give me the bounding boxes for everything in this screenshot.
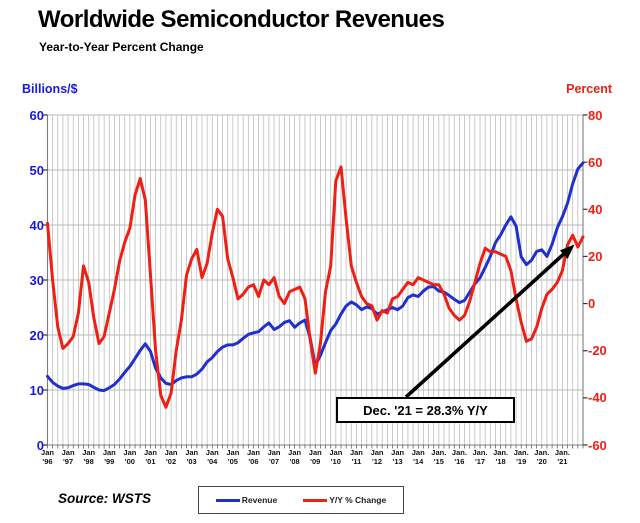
x-axis-tick-label: Jan. '15 [431,448,447,466]
left-axis-tick-label: 30 [29,272,44,288]
right-axis-tick-label: -60 [588,437,607,453]
yoy-change-line [46,165,585,409]
right-axis-unit-label: Percent [566,82,612,96]
left-axis-tick-label: 40 [29,217,44,233]
x-axis-tick-label: Jan '03 [185,448,199,466]
x-axis-tick-label: Jan '97 [61,448,75,466]
left-axis-tick-label: 60 [29,107,44,123]
x-axis-tick-label: Jan '08 [288,448,302,466]
x-axis-tick-label: Jan '10 [329,448,343,466]
left-axis-unit-label: Billions/$ [22,82,78,96]
x-axis-tick-label: Jan '14 [411,448,425,466]
x-axis-tick-label: Jan '12 [370,448,384,466]
source-credit: Source: WSTS [58,491,152,506]
x-axis-tick-label: Jan '99 [102,448,116,466]
annotation-arrow-line [404,250,568,399]
revenue-line-swatch [215,498,240,502]
x-axis-tick-label: Jan '09 [308,448,322,466]
right-axis-tick-label: -20 [588,343,607,359]
yoy-line-swatch [303,498,328,502]
x-axis-tick-label: Jan. '17 [472,448,488,466]
x-axis-tick-label: Jan '01 [144,448,157,466]
x-axis-tick-label: Jan. '16 [451,448,467,466]
chart-subtitle: Year-to-Year Percent Change [39,40,204,54]
legend-box: Revenue Y/Y % Change [198,486,404,514]
right-axis-tick-label: 0 [588,296,596,312]
right-axis-tick-label: 60 [588,154,603,170]
x-axis-tick-label: Jan. '21 [554,448,570,466]
left-axis-tick-label: 0 [36,437,44,453]
x-axis-tick-label: Jan '04 [205,448,219,466]
x-axis-tick-label: Jan. '20 [534,448,550,466]
left-axis-tick-label: 50 [29,162,44,178]
annotation-arrowhead [559,244,575,259]
legend-item-yoy: Y/Y % Change [303,495,386,505]
left-axis-tick-label: 10 [29,382,44,398]
x-axis-tick-label: Jan '02 [164,448,178,466]
legend-item-revenue: Revenue [215,495,278,505]
x-axis-tick-label: Jan. '18 [493,448,509,466]
right-axis-tick-label: 80 [588,107,603,123]
legend-label-revenue: Revenue [241,495,278,505]
x-axis-tick-label: Jan '05 [226,448,240,466]
left-axis-tick-label: 20 [29,327,44,343]
x-axis-tick-label: Jan '00 [123,448,137,466]
right-axis-tick-label: -40 [588,390,607,406]
annotation-text: Dec. '21 = 28.3% Y/Y [363,402,488,418]
x-axis-tick-label: Jan '98 [82,448,96,466]
page-title: Worldwide Semiconductor Revenues [38,6,445,33]
legend-label-yoy: Y/Y % Change [329,495,387,505]
x-axis-tick-label: Jan. '19 [513,448,529,466]
x-axis-tick-label: Jan '13 [391,448,405,466]
x-axis-tick-label: Jan '96 [41,448,54,466]
x-axis-tick-label: Jan '06 [246,448,260,466]
annotation-callout: Dec. '21 = 28.3% Y/Y [336,397,515,423]
x-axis-tick-label: Jan '11 [349,448,363,466]
right-axis-tick-label: 20 [588,248,603,264]
right-axis-tick-label: 40 [588,201,603,217]
x-axis-tick-label: Jan '07 [267,448,281,466]
